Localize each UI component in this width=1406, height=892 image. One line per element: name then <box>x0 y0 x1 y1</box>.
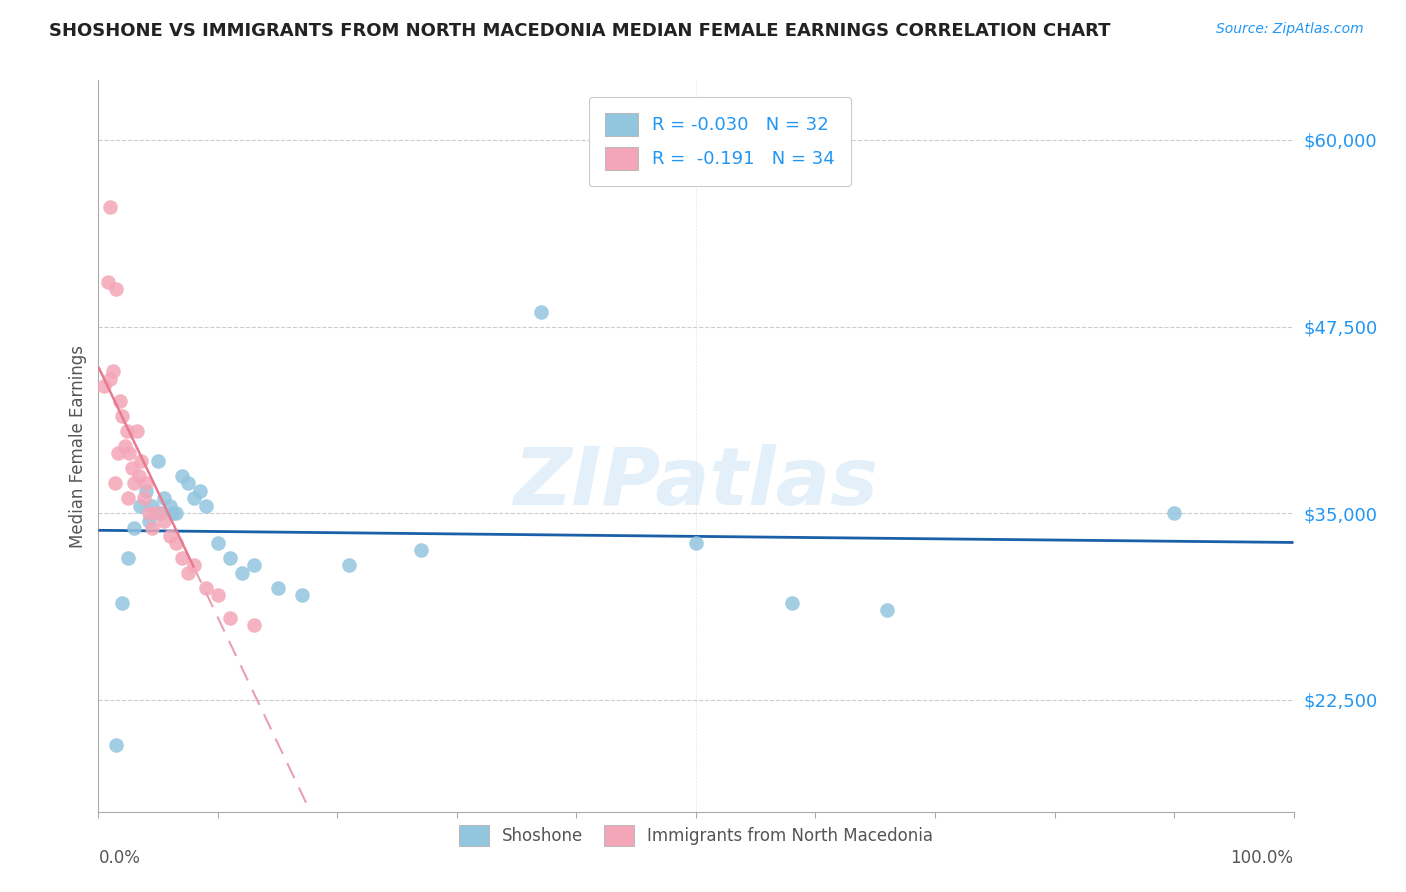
Point <box>780 596 803 610</box>
Point <box>107 446 129 460</box>
Point <box>132 491 155 506</box>
Point <box>121 461 143 475</box>
Point <box>165 506 187 520</box>
Point <box>131 454 153 468</box>
Point <box>138 506 160 520</box>
Point <box>117 491 139 506</box>
Point <box>129 499 152 513</box>
Point <box>188 483 211 498</box>
Point <box>101 364 124 378</box>
Point <box>219 610 242 624</box>
Point <box>172 551 194 566</box>
Point <box>93 379 115 393</box>
Point <box>124 476 146 491</box>
Point <box>111 596 134 610</box>
Point <box>97 275 120 289</box>
Point <box>98 372 122 386</box>
Point <box>177 476 200 491</box>
Point <box>207 588 229 602</box>
Point <box>105 738 128 752</box>
Point <box>117 551 139 566</box>
Point <box>195 581 218 595</box>
Legend: Shoshone, Immigrants from North Macedonia: Shoshone, Immigrants from North Macedoni… <box>451 816 941 855</box>
Point <box>291 588 314 602</box>
Point <box>108 394 131 409</box>
Point <box>141 521 163 535</box>
Point <box>172 468 194 483</box>
Point <box>149 506 172 520</box>
Point <box>114 439 136 453</box>
Point <box>207 536 229 550</box>
Point <box>267 581 290 595</box>
Point <box>530 304 553 318</box>
Point <box>104 476 127 491</box>
Point <box>141 499 163 513</box>
Point <box>138 514 160 528</box>
Point <box>125 424 148 438</box>
Point <box>243 618 266 632</box>
Point <box>183 558 205 573</box>
Point <box>135 483 157 498</box>
Text: 100.0%: 100.0% <box>1230 849 1294 867</box>
Point <box>98 200 122 214</box>
Point <box>148 506 170 520</box>
Y-axis label: Median Female Earnings: Median Female Earnings <box>69 344 87 548</box>
Point <box>177 566 200 580</box>
Text: ZIPatlas: ZIPatlas <box>513 443 879 522</box>
Point <box>339 558 361 573</box>
Point <box>219 551 242 566</box>
Point <box>411 543 433 558</box>
Point <box>876 603 898 617</box>
Point <box>231 566 253 580</box>
Point <box>243 558 266 573</box>
Point <box>165 536 187 550</box>
Point <box>153 514 176 528</box>
Point <box>124 521 146 535</box>
Point <box>135 476 157 491</box>
Point <box>162 506 184 520</box>
Text: 0.0%: 0.0% <box>98 849 141 867</box>
Point <box>118 446 141 460</box>
Point <box>153 491 176 506</box>
Point <box>148 454 170 468</box>
Point <box>195 499 218 513</box>
Text: Source: ZipAtlas.com: Source: ZipAtlas.com <box>1216 22 1364 37</box>
Point <box>159 499 181 513</box>
Point <box>159 528 181 542</box>
Point <box>685 536 707 550</box>
Point <box>111 409 134 424</box>
Text: SHOSHONE VS IMMIGRANTS FROM NORTH MACEDONIA MEDIAN FEMALE EARNINGS CORRELATION C: SHOSHONE VS IMMIGRANTS FROM NORTH MACEDO… <box>49 22 1111 40</box>
Point <box>183 491 205 506</box>
Point <box>1163 506 1185 520</box>
Point <box>128 468 150 483</box>
Point <box>105 282 128 296</box>
Point <box>115 424 138 438</box>
